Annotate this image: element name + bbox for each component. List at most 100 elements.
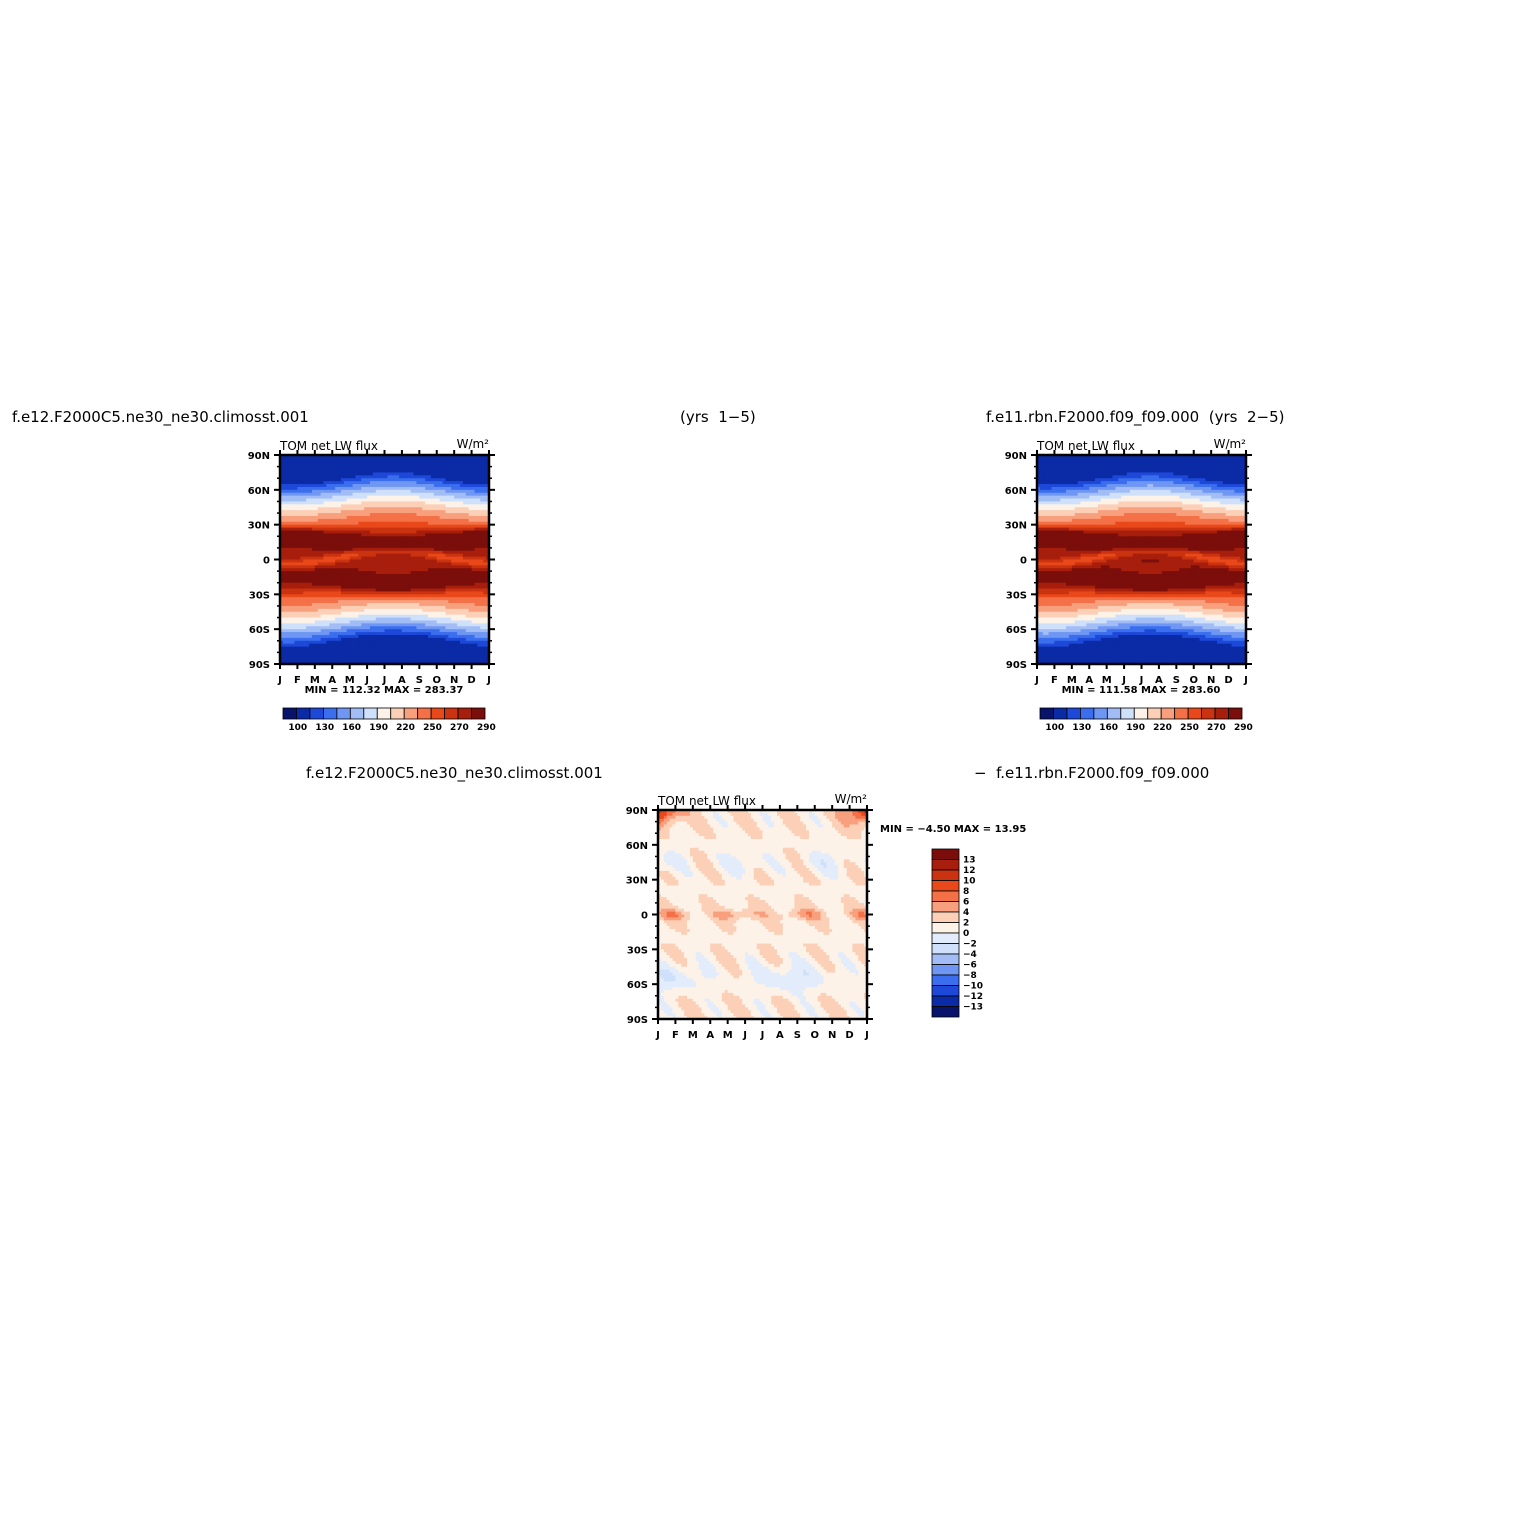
panel1-cell xyxy=(445,547,449,552)
panel1-cell xyxy=(297,527,301,531)
panel1-cell xyxy=(410,463,414,468)
panel1-cell xyxy=(367,603,371,607)
panel1-cell xyxy=(413,582,417,587)
panel1-cell xyxy=(349,484,353,488)
panel1-cell xyxy=(480,484,484,488)
panel1-cell xyxy=(471,582,475,587)
panel1-cell xyxy=(448,611,452,616)
panel1-cell xyxy=(335,527,339,531)
panel1-cell xyxy=(349,559,353,563)
panel1-cell xyxy=(355,637,359,642)
panel1-cell xyxy=(468,507,472,511)
panel1-cell xyxy=(378,608,382,613)
panel1-cell xyxy=(381,518,385,523)
panel1-cell xyxy=(280,629,284,633)
panel1-cell xyxy=(442,513,446,517)
panel1-cell xyxy=(314,559,319,563)
panel1-cell xyxy=(477,527,481,531)
panel1-cell xyxy=(323,539,327,543)
panel1-cell xyxy=(343,510,348,514)
panel1-cell xyxy=(401,472,406,476)
panel1-cell xyxy=(451,495,455,499)
panel1-cell xyxy=(425,620,429,624)
panel1-cell xyxy=(282,646,287,650)
panel1-cell xyxy=(303,472,307,476)
panel1-cell xyxy=(294,521,298,526)
panel1-cell xyxy=(480,466,484,470)
panel1-cell xyxy=(285,484,290,488)
panel1-cell xyxy=(393,655,397,659)
panel1-cell xyxy=(457,547,461,552)
panel1-cell xyxy=(416,472,420,476)
panel1-cell xyxy=(448,463,452,468)
panel1-cell xyxy=(372,489,377,494)
panel1-cell xyxy=(372,463,377,468)
panel1-cell xyxy=(390,574,394,578)
panel1-cell xyxy=(428,632,432,636)
panel1-cell xyxy=(413,553,417,557)
panel1-cell xyxy=(425,614,429,618)
panel1-cell xyxy=(375,600,380,604)
panel1-cell xyxy=(317,620,322,624)
panel1-cell xyxy=(375,553,380,557)
panel1-cell xyxy=(399,542,403,546)
panel1-cell xyxy=(297,542,301,546)
panel1-cell xyxy=(326,600,330,604)
panel1-cell xyxy=(346,611,351,616)
panel1-cell xyxy=(288,507,293,511)
panel1-cell xyxy=(384,568,388,572)
panel1-cell xyxy=(306,611,310,616)
panel1-cell xyxy=(311,600,316,604)
panel1-cell xyxy=(477,489,481,494)
panel1-cell xyxy=(378,486,382,491)
panel1-cell xyxy=(340,614,345,618)
panel1-cell xyxy=(451,527,455,531)
panel1-cell xyxy=(393,484,397,488)
panel1-cell xyxy=(294,646,298,650)
panel1-cell xyxy=(428,562,432,566)
panel1-cell xyxy=(300,457,304,462)
panel1-cell xyxy=(294,600,298,604)
panel1-cell xyxy=(442,539,446,543)
panel1-cell xyxy=(314,530,319,534)
panel1-cell xyxy=(306,504,310,508)
panel1-cell xyxy=(390,571,394,575)
panel1-cell xyxy=(465,600,470,604)
panel1-cell xyxy=(419,652,423,656)
panel1-cell xyxy=(381,530,385,534)
panel1-cell xyxy=(346,640,351,645)
panel1-cell xyxy=(390,591,394,595)
panel1-cell xyxy=(381,658,385,662)
panel1-cell xyxy=(436,574,441,578)
panel1-cell xyxy=(285,629,290,633)
panel1-cell xyxy=(340,634,345,639)
panel1-cell xyxy=(422,547,426,552)
panel1-cell xyxy=(396,478,400,482)
panel1-cell xyxy=(294,553,298,557)
panel1-cell xyxy=(407,565,412,569)
panel1-cell xyxy=(401,652,406,656)
panel1-cell xyxy=(462,637,467,642)
panel1-cell xyxy=(314,475,319,479)
panel1-cell xyxy=(285,504,290,508)
panel1-cell xyxy=(396,472,400,476)
panel1-cell xyxy=(477,524,481,528)
panel1-cell xyxy=(410,629,414,633)
panel1-cell xyxy=(419,623,423,627)
panel1-cell xyxy=(436,565,441,569)
panel1-cell xyxy=(471,605,475,610)
panel1-cell xyxy=(340,629,345,633)
panel1-cell xyxy=(465,533,470,537)
panel1-cell xyxy=(433,463,438,468)
panel1-cell xyxy=(433,585,438,589)
panel1-cell xyxy=(309,565,313,569)
panel1-cell xyxy=(288,597,293,601)
panel1-cell xyxy=(442,611,446,616)
panel1-cell xyxy=(309,637,313,642)
panel1-cell xyxy=(349,501,353,505)
panel1-cell xyxy=(384,611,388,616)
panel1-cell xyxy=(329,600,333,604)
panel1-cell xyxy=(425,608,429,613)
panel1-cell xyxy=(306,501,310,505)
